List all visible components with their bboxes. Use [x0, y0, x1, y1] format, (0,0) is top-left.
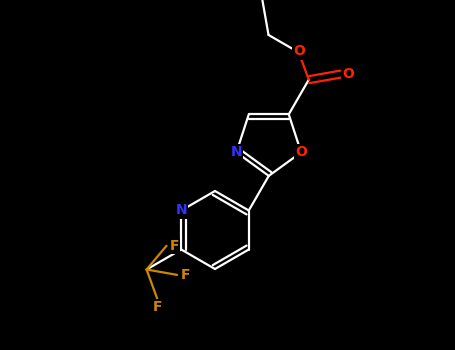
Text: O: O	[293, 44, 305, 58]
Text: N: N	[231, 145, 242, 159]
Text: O: O	[342, 67, 354, 81]
Text: F: F	[152, 300, 162, 314]
Text: O: O	[295, 145, 307, 159]
Text: F: F	[170, 239, 179, 253]
Text: N: N	[176, 203, 187, 217]
Text: F: F	[180, 268, 190, 282]
